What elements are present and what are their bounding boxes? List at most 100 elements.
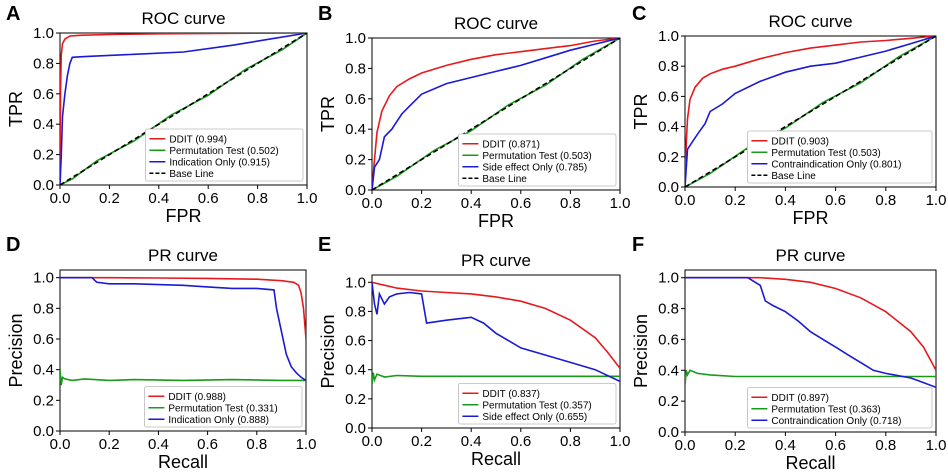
- series-line: [372, 38, 620, 190]
- legend-label: Contraindication Only (0.801): [771, 159, 901, 170]
- chart-title: PR curve: [148, 246, 218, 265]
- x-axis-label: FPR: [478, 211, 514, 231]
- x-tick-label: 0.0: [675, 192, 696, 209]
- y-tick-label: 0.8: [33, 55, 54, 72]
- x-tick-label: 0.4: [148, 436, 169, 453]
- series-line: [685, 276, 936, 371]
- x-tick-label: 0.0: [50, 190, 71, 207]
- x-tick-label: 0.2: [99, 436, 120, 453]
- legend-label: Indication Only (0.888): [168, 415, 269, 426]
- y-axis-label: Precision: [6, 313, 26, 387]
- legend-label: Contraindication Only (0.718): [771, 416, 901, 427]
- legend-label: DDIT (0.988): [168, 392, 226, 403]
- x-tick-label: 0.8: [875, 192, 896, 209]
- x-axis-label: Recall: [158, 452, 208, 472]
- series-line: [60, 33, 307, 185]
- x-tick-label: 0.6: [197, 436, 218, 453]
- legend-label: Permutation Test (0.502): [169, 146, 278, 157]
- legend-label: Side effect Only (0.655): [482, 412, 587, 423]
- series-line: [372, 372, 620, 385]
- panel-letter: C: [632, 3, 646, 25]
- x-tick-label: 0.4: [775, 437, 796, 454]
- chart-title: ROC curve: [454, 14, 538, 33]
- series-line: [60, 33, 307, 185]
- x-tick-label: 0.8: [246, 436, 267, 453]
- y-tick-label: 0.6: [345, 91, 366, 108]
- chart-title: ROC curve: [141, 9, 225, 28]
- y-tick-label: 0.2: [658, 393, 679, 410]
- legend-box: [457, 383, 617, 425]
- series-line: [60, 369, 306, 386]
- series-line: [685, 36, 936, 187]
- y-axis-label: Precision: [631, 314, 651, 388]
- panel-letter: F: [632, 234, 644, 256]
- y-tick-label: 0.8: [33, 300, 54, 317]
- legend-box: [144, 128, 304, 182]
- legend-label: DDIT (0.871): [482, 139, 540, 150]
- series-line: [60, 33, 307, 185]
- y-tick-label: 0.8: [658, 301, 679, 318]
- panel-d: D PR curve 0.0 0.2 0.4 0.6 0.8 1.0 0.0 0.2 0.4 0.6 0…: [6, 234, 316, 472]
- legend: DDIT (0.988)Permutation Test (0.331)Indi…: [143, 386, 303, 428]
- x-tick-label: 0.4: [461, 433, 482, 450]
- y-tick-label: 0.0: [33, 423, 54, 440]
- x-tick-label: 1.0: [926, 192, 947, 209]
- legend-label: Base Line: [771, 171, 816, 182]
- y-tick-label: 0.4: [33, 362, 54, 379]
- series-line: [60, 33, 307, 185]
- legend-label: DDIT (0.903): [771, 136, 829, 147]
- panel-letter: D: [6, 234, 20, 256]
- panel-letter: E: [318, 234, 331, 256]
- panel-letter: A: [6, 3, 20, 25]
- series-line: [372, 38, 620, 190]
- y-tick-label: 0.4: [658, 119, 679, 136]
- legend-box: [747, 130, 933, 184]
- x-tick-label: 0.2: [411, 195, 432, 212]
- y-tick-label: 0.6: [658, 88, 679, 105]
- x-tick-label: 1.0: [926, 437, 947, 454]
- legend-label: Permutation Test (0.503): [771, 148, 880, 159]
- y-tick-label: 0.2: [33, 147, 54, 164]
- legend-label: Base Line: [482, 174, 527, 185]
- legend-label: Permutation Test (0.331): [168, 403, 277, 414]
- y-tick-label: 0.0: [658, 179, 679, 196]
- y-tick-label: 1.0: [345, 30, 366, 47]
- panel-b: B ROC curve 0.0 0.2 0.4 0.6 0.8 1.0 0.0 0.2 0.4 0.6…: [318, 3, 630, 231]
- y-tick-label: 0.2: [33, 392, 54, 409]
- x-tick-label: 0.2: [725, 437, 746, 454]
- x-tick-label: 0.6: [198, 190, 219, 207]
- y-tick-label: 1.0: [345, 274, 366, 291]
- series-line: [60, 276, 306, 340]
- y-tick-label: 0.6: [33, 86, 54, 103]
- chart-title: PR curve: [461, 251, 531, 270]
- series-line: [60, 276, 306, 382]
- x-tick-label: 0.6: [825, 437, 846, 454]
- chart-title: PR curve: [776, 246, 846, 265]
- panel-f: F PR curve 0.0 0.2 0.4 0.6 0.8 1.0 0.0 0.2 0.4 0.6 0…: [631, 234, 946, 473]
- legend: DDIT (0.903)Permutation Test (0.503)Cont…: [747, 130, 933, 184]
- x-axis-label: Recall: [785, 453, 835, 473]
- x-tick-label: 1.0: [610, 433, 631, 450]
- legend-box: [143, 386, 303, 428]
- x-tick-label: 1.0: [296, 436, 317, 453]
- y-tick-label: 0.8: [345, 60, 366, 77]
- x-tick-label: 0.8: [875, 437, 896, 454]
- y-tick-label: 1.0: [658, 28, 679, 45]
- y-tick-label: 0.6: [345, 333, 366, 350]
- x-tick-label: 0.8: [560, 433, 581, 450]
- legend-box: [457, 133, 617, 187]
- legend-label: Side effect Only (0.785): [482, 162, 587, 173]
- legend-label: Indication Only (0.915): [169, 157, 270, 168]
- x-tick-label: 0.4: [775, 192, 796, 209]
- y-axis-label: TPR: [631, 93, 651, 129]
- series-line: [372, 282, 620, 383]
- panel-a: A ROC curve 0.0 0.2 0.4 0.6 0.8 1.0 0.0 0.2 0.4 0.6…: [6, 3, 317, 226]
- x-tick-label: 0.6: [825, 192, 846, 209]
- y-tick-label: 0.0: [345, 182, 366, 199]
- x-tick-label: 0.0: [362, 195, 383, 212]
- x-tick-label: 0.0: [675, 437, 696, 454]
- x-tick-label: 0.8: [560, 195, 581, 212]
- y-tick-label: 0.6: [33, 331, 54, 348]
- legend-label: Base Line: [169, 169, 214, 180]
